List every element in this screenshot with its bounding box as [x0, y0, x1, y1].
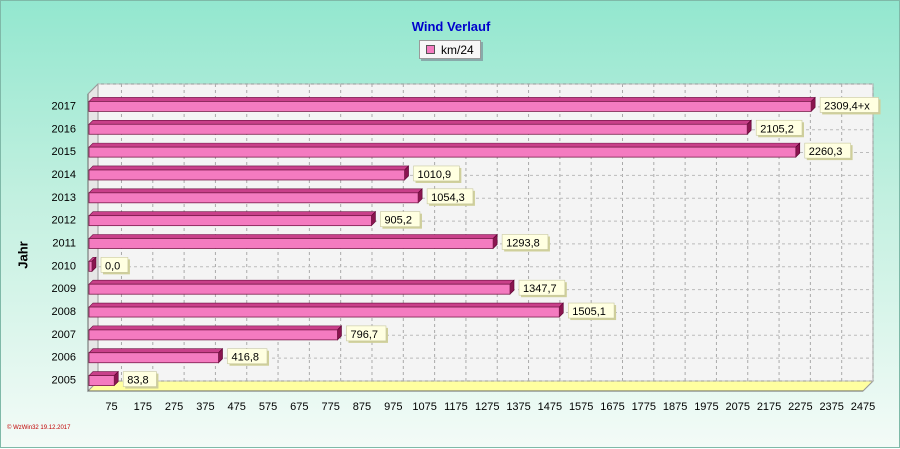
- x-tick-label: 775: [321, 401, 339, 413]
- data-label-box: [100, 257, 129, 273]
- plot-floor: [86, 380, 875, 392]
- bar-top: [88, 97, 816, 102]
- bar: [88, 169, 405, 181]
- x-tick-label: 1675: [600, 401, 624, 413]
- bar: [88, 146, 797, 158]
- data-label-box: [227, 348, 268, 365]
- x-tick-label: 875: [353, 401, 371, 413]
- y-tick-label: 2014: [52, 169, 76, 181]
- x-tick-label: 2275: [788, 401, 812, 413]
- x-tick-label: 2475: [851, 401, 875, 413]
- y-tick-label: 2012: [52, 215, 76, 227]
- legend-label: km/24: [441, 42, 474, 57]
- x-tick-label: 1475: [538, 401, 562, 413]
- x-tick-label: 675: [290, 401, 308, 413]
- x-tick-label: 1775: [632, 401, 656, 413]
- bar: [88, 238, 494, 249]
- bar-top: [88, 371, 119, 376]
- x-tick-label: 75: [105, 401, 117, 413]
- bar-top: [88, 142, 801, 148]
- bar-top: [88, 325, 343, 331]
- bar: [88, 329, 338, 341]
- x-tick-label: 175: [134, 401, 152, 413]
- bar-top: [88, 165, 410, 171]
- x-tick-label: 1875: [663, 401, 687, 413]
- x-tick-label: 475: [228, 401, 246, 413]
- x-tick-label: 2175: [757, 401, 781, 413]
- bar-top: [88, 348, 224, 354]
- data-label-box: [755, 119, 803, 136]
- bar: [88, 215, 372, 227]
- bar: [88, 260, 93, 272]
- bar-top: [88, 302, 565, 308]
- y-tick-label: 2017: [52, 100, 76, 112]
- footer-credit: © WzWin32 19.12.2017: [7, 425, 71, 431]
- x-tick-label: 2375: [819, 401, 843, 413]
- x-tick-label: 975: [384, 401, 402, 413]
- legend-swatch: [426, 45, 435, 54]
- x-tick-label: 1975: [694, 401, 718, 413]
- x-tick-label: 275: [165, 401, 183, 413]
- data-label: 1347,7: [523, 283, 557, 295]
- y-tick-label: 2016: [52, 123, 76, 135]
- y-tick-label: 2011: [52, 238, 76, 250]
- data-label: 0,0: [105, 260, 120, 272]
- bar: [88, 306, 560, 318]
- x-tick-label: 2075: [726, 401, 750, 413]
- bar-top: [88, 279, 515, 285]
- data-label: 1010,9: [418, 169, 452, 181]
- data-label: 2309,4+x: [824, 100, 870, 112]
- data-label: 2105,2: [760, 123, 794, 135]
- bar: [88, 375, 115, 386]
- data-label: 905,2: [384, 215, 412, 227]
- bar: [88, 283, 511, 295]
- data-label: 1505,1: [572, 306, 606, 318]
- data-label-box: [380, 211, 421, 227]
- bar: [88, 123, 748, 135]
- data-label-box: [501, 234, 549, 250]
- y-tick-label: 2008: [52, 306, 76, 318]
- y-tick-label: 2005: [52, 375, 76, 387]
- data-label-box: [819, 97, 879, 113]
- x-tick-label: 1275: [475, 401, 499, 413]
- data-label: 1293,8: [506, 238, 540, 250]
- x-tick-label: 575: [259, 401, 277, 413]
- bar-top: [88, 188, 423, 194]
- y-tick-label: 2013: [52, 192, 76, 204]
- data-label-box: [426, 188, 474, 205]
- bar-top: [88, 119, 752, 125]
- bar-top: [88, 234, 498, 239]
- bar-top: [88, 211, 377, 216]
- y-tick-label: 2010: [52, 260, 76, 272]
- y-tick-label: 2006: [52, 352, 76, 364]
- bar: [88, 192, 419, 204]
- data-label: 83,8: [127, 375, 148, 387]
- data-label: 2260,3: [809, 146, 843, 158]
- data-label: 416,8: [232, 352, 260, 364]
- data-label-box: [804, 142, 851, 159]
- data-label-box: [413, 165, 460, 182]
- bar: [88, 101, 812, 112]
- y-tick-label: 2007: [52, 329, 76, 341]
- x-tick-label: 1175: [444, 401, 468, 413]
- data-label-box: [122, 371, 157, 387]
- chart-title: Wind Verlauf: [411, 19, 491, 34]
- x-tick-label: 1075: [412, 401, 436, 413]
- y-tick-label: 2015: [52, 146, 76, 158]
- legend: km/24: [419, 40, 481, 59]
- bar: [88, 352, 219, 364]
- data-label-box: [567, 302, 615, 319]
- data-label-box: [346, 325, 387, 342]
- data-label: 796,7: [350, 329, 378, 341]
- x-tick-label: 375: [196, 401, 214, 413]
- x-tick-label: 1375: [506, 401, 530, 413]
- x-tick-label: 1575: [569, 401, 593, 413]
- y-tick-label: 2009: [52, 283, 76, 295]
- data-label: 1054,3: [431, 192, 465, 204]
- data-label-box: [518, 279, 566, 296]
